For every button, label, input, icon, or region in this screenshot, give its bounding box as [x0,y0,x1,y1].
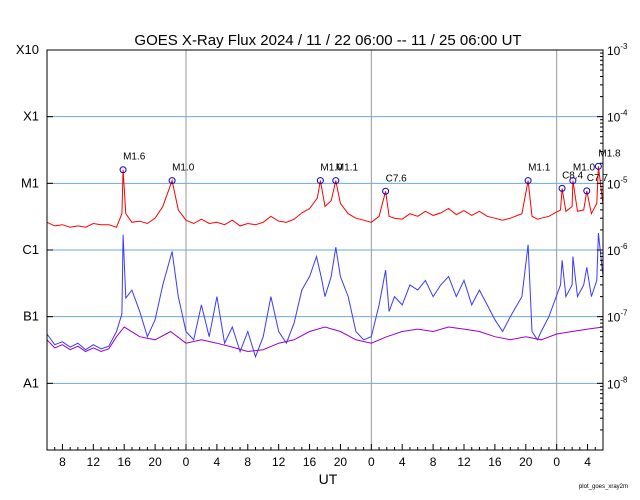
plot-credit: plot_goes_xray2m [579,484,628,490]
flare-marker [524,177,532,185]
flux-exponent: -4 [620,109,628,118]
x-tick-label: 20 [148,455,162,469]
x-tick-label: 4 [399,455,406,469]
grid [47,50,603,450]
flare-label: M1.1 [336,163,359,174]
flare-marker [119,166,127,174]
flare-class-label: M1 [21,175,39,190]
flux-exponent: -6 [620,242,628,251]
x-axis-label: UT [319,471,338,487]
x-tick-label: 16 [488,455,502,469]
flux-exponent: -7 [620,309,628,318]
flare-label: M1.0 [320,163,343,174]
flux-exponent-label: 10-5 [607,175,628,191]
flare-marker [332,177,340,185]
x-tick-label: 20 [334,455,348,469]
x-tick-label: 16 [118,455,132,469]
xray-flux-series-line [46,232,604,359]
x-tick-label: 12 [272,455,286,469]
flare-markers: M1.6M1.0 M1.0M1.1C7.6M1.1C8.4M1.0C7.7M1.8 [119,148,621,195]
x-tick-label: 8 [244,455,251,469]
x-tick-label: 0 [183,455,190,469]
flare-label: C7.7 [587,173,609,184]
flux-axis: 10-3 10-4 10-5 10-6 10-7 10-8 [597,42,628,431]
x-tick-label: 12 [457,455,471,469]
flare-marker [594,162,602,170]
flux-exponent: -3 [620,42,628,51]
flare-marker [316,177,324,185]
x-tick-label: 4 [584,455,591,469]
x-tick-label: 8 [59,455,66,469]
xray-flux-series-line [46,326,604,353]
flux-exponent-label: 10-7 [607,309,628,325]
time-axis: 8 12 16 20 0 4 8 12 16 20 0 4 8 12 16 20 0 4 [46,444,604,469]
series-group [46,166,604,359]
flare-marker [168,177,176,185]
flare-marker [558,184,566,192]
flux-exponent: -5 [620,175,628,184]
x-tick-label: 0 [368,455,375,469]
flare-label: M1.0 [172,163,195,174]
x-tick-label: 8 [430,455,437,469]
flare-marker [569,177,577,185]
flare-class-label: X1 [23,109,39,124]
flux-exponent-label: 10-3 [607,42,628,58]
flare-label: M1.0 [573,163,596,174]
flux-exponent-label: 10-4 [607,109,628,125]
x-tick-label: 12 [87,455,101,469]
flare-label: M1.6 [123,152,146,163]
flare-label: C8.4 [562,170,584,181]
chart-title: GOES X-Ray Flux 2024 / 11 / 22 06:00 -- … [134,32,521,49]
flare-label: C7.6 [386,173,408,184]
flare-marker [583,187,591,195]
flare-label: M1.1 [528,163,551,174]
flare-marker [382,187,390,195]
x-tick-label: 20 [519,455,533,469]
flare-class-label: A1 [23,375,39,390]
flux-exponent-label: 10-8 [607,375,628,391]
flare-class-axis: X10 X1 M1 C1 B1 A1 [16,42,53,390]
flare-class-label: B1 [23,309,39,324]
x-tick-label: 4 [214,455,221,469]
flux-exponent-label: 10-6 [607,242,628,258]
flux-exponent: -8 [620,375,628,384]
x-tick-label: 16 [303,455,317,469]
flare-class-label: X10 [16,42,39,57]
flare-label: M1.8 [598,148,621,159]
xray-flux-series-line [46,166,604,228]
flare-class-label: C1 [22,242,39,257]
x-tick-label: 0 [553,455,560,469]
